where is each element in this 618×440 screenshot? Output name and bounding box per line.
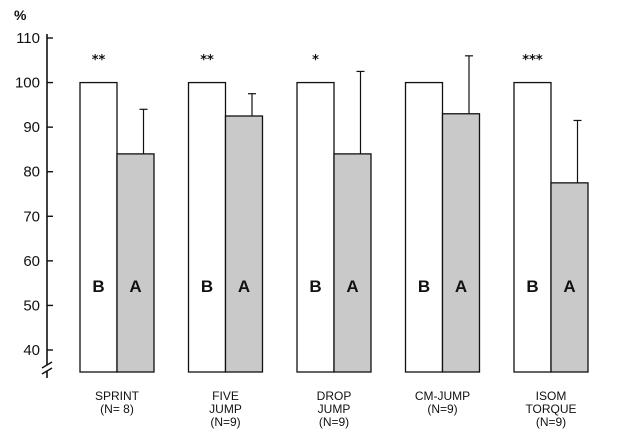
category-label: ISOM TORQUE (N=9) (525, 389, 576, 429)
category-label-line: DROP (317, 389, 352, 403)
category-label-line: JUMP (318, 402, 351, 416)
bar-letter-after: A (455, 277, 467, 296)
category-labels: SPRINT (N= 8)FIVE JUMP (N=9)DROP JUMP (N=9)CM… (95, 389, 577, 429)
y-tick-label: 60 (23, 253, 40, 270)
bar-after (116, 153, 155, 373)
bar-after (441, 113, 481, 373)
bar-letter-after: A (346, 277, 358, 296)
bar-before (404, 81, 444, 373)
category-label-line: ISOM (536, 389, 567, 403)
bar-letter-after: A (238, 277, 250, 296)
bar-letter-before: B (201, 277, 213, 296)
category-label-line: SPRINT (95, 389, 140, 403)
bar-after (224, 115, 264, 373)
bar-before (296, 81, 335, 373)
bar-letter-after: A (563, 277, 575, 296)
y-axis: % 40 50 60 70 80 90 100 110 (14, 7, 53, 378)
category-label-line: (N=9) (427, 402, 457, 416)
significance-mark: * (312, 53, 319, 68)
y-tick-label: 80 (23, 164, 40, 181)
bar-before (187, 81, 227, 373)
category-label-line: (N=9) (319, 415, 349, 429)
category-label-line: (N=9) (536, 415, 566, 429)
y-tick-label: 70 (23, 208, 40, 225)
bar-after (333, 153, 372, 373)
y-tick-label: 100 (15, 75, 40, 92)
bar-letter-before: B (418, 277, 430, 296)
category-label-line: JUMP (209, 402, 242, 416)
category-label-line: (N=9) (210, 415, 240, 429)
bar-before (513, 81, 552, 373)
category-label: DROP JUMP (N=9) (317, 389, 352, 429)
significance-mark: ** (200, 53, 214, 68)
category-label-line: CM-JUMP (415, 389, 470, 403)
category-label-line: (N= 8) (100, 402, 134, 416)
bar-letter-before: B (309, 277, 321, 296)
significance-mark: *** (522, 53, 543, 68)
axis-break-mark (41, 361, 53, 369)
category-label: FIVE JUMP (N=9) (209, 389, 242, 429)
category-label-line: TORQUE (525, 402, 576, 416)
y-tick-label: 90 (23, 119, 40, 136)
y-tick-label: 110 (16, 30, 40, 47)
category-label: CM-JUMP (N=9) (415, 389, 470, 416)
significance-mark: ** (92, 53, 106, 68)
bar-letter-before: B (92, 277, 104, 296)
bar-letter-before: B (526, 277, 538, 296)
y-tick-label: 40 (23, 342, 40, 359)
y-tick-label: 50 (23, 297, 40, 314)
category-label-line: FIVE (212, 389, 239, 403)
bar-letter-after: A (129, 277, 141, 296)
category-label: SPRINT (N= 8) (95, 389, 140, 416)
bars: B A ** B A ** B A * B A B A *** (79, 53, 589, 373)
y-unit-label: % (14, 7, 27, 23)
bar-before (79, 81, 118, 373)
bar-after (550, 182, 589, 373)
